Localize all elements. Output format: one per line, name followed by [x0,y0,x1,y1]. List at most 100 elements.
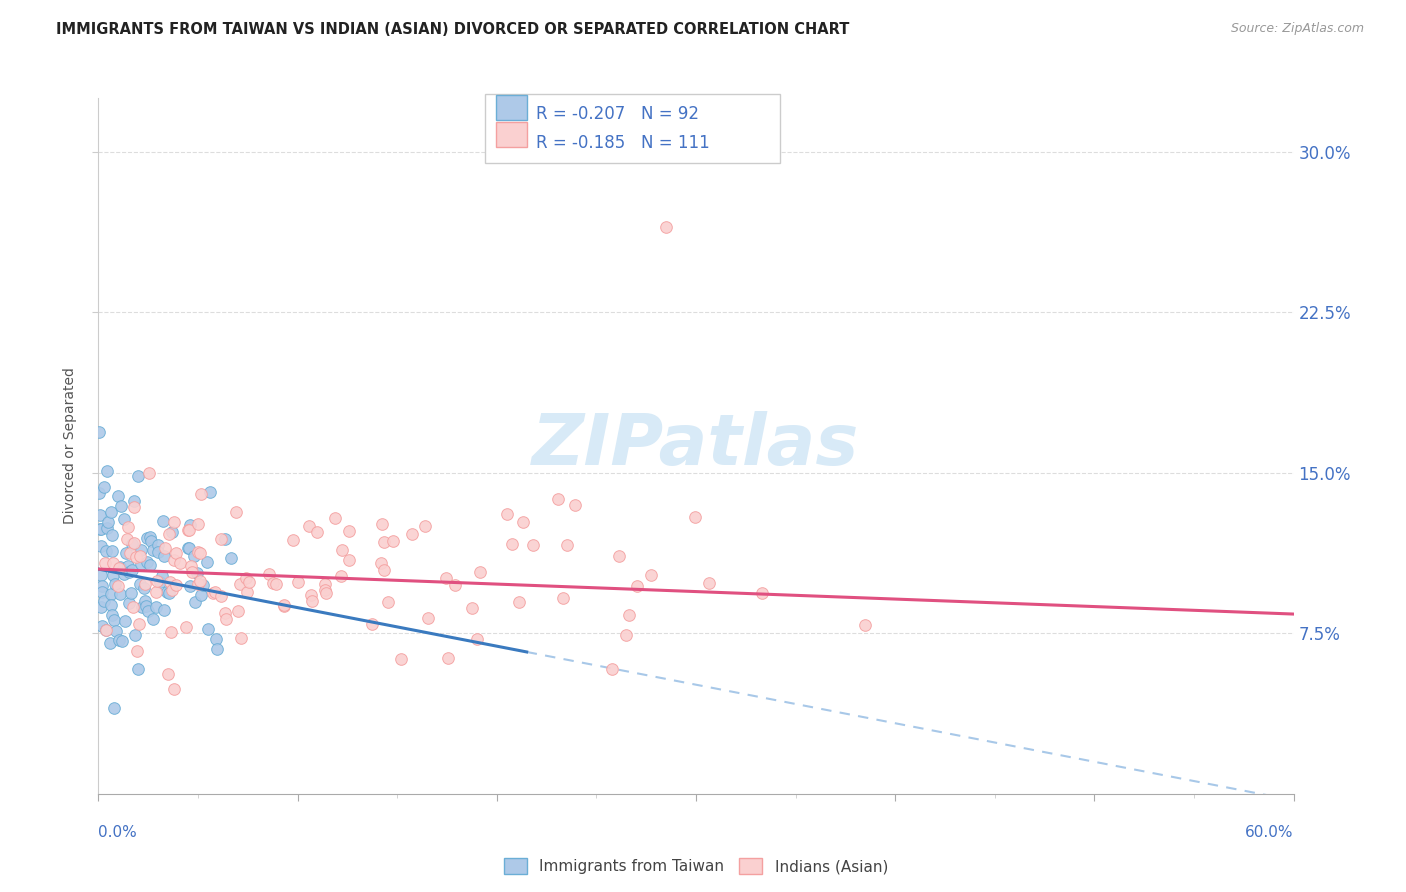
Point [465,632,488,647]
Point [90,539,112,553]
Point [93,594,115,608]
Point [105,624,128,639]
Point [180,559,202,574]
Point [225,505,247,519]
Point [401,527,423,541]
Point [141,542,163,557]
Text: ZIPatlas: ZIPatlas [533,411,859,481]
Point [104,577,127,591]
Point [389,652,412,666]
Point [187,517,209,532]
Point [165,545,187,559]
Point [145,599,167,614]
Point [89,508,111,522]
Point [329,568,352,582]
Point [323,511,346,525]
Point [508,595,530,609]
Point [370,556,392,570]
Point [197,622,219,636]
Point [177,523,200,537]
Point [177,541,200,555]
Point [512,515,534,529]
Point [149,574,172,589]
Point [112,566,135,581]
Point [751,586,773,600]
Point [134,576,156,591]
Point [188,545,211,559]
Point [108,633,131,648]
Point [555,538,578,552]
Point [118,596,141,610]
Point [382,533,405,548]
Point [305,524,328,539]
Point [90,599,112,614]
Point [205,632,228,647]
Point [273,599,295,613]
Point [266,577,288,591]
Point [377,594,399,608]
Point [89,522,111,536]
Point [157,526,180,541]
Point [855,618,877,632]
Point [91,585,114,599]
Point [98,636,121,650]
Point [191,578,214,592]
Point [153,541,176,555]
Point [108,587,131,601]
Point [301,594,323,608]
Point [205,642,228,657]
Text: R = -0.207   N = 92: R = -0.207 N = 92 [536,105,699,123]
Point [640,568,662,582]
Point [135,599,157,613]
Point [138,530,160,544]
Point [496,507,519,521]
Point [108,560,131,574]
Point [187,545,209,559]
Point [103,701,125,715]
Point [101,567,124,582]
Point [112,512,135,526]
Point [90,568,112,582]
Point [315,585,337,599]
Point [202,586,225,600]
Point [162,515,184,529]
Point [146,538,169,552]
Point [129,557,152,571]
Point [214,607,236,621]
Point [361,617,384,632]
Point [163,682,186,697]
Point [195,555,218,569]
Point [100,505,122,519]
Y-axis label: Divorced or Separated: Divorced or Separated [63,368,77,524]
Point [209,589,232,603]
Point [153,549,176,563]
Point [117,558,139,573]
Point [103,614,125,628]
Point [522,538,544,552]
Point [314,582,336,597]
Point [174,620,197,634]
Point [188,574,211,588]
Point [125,549,148,564]
Point [437,651,460,665]
Point [162,582,184,597]
Point [138,558,160,572]
Point [91,578,114,592]
Point [145,584,167,599]
Point [121,537,143,551]
Point [273,598,295,612]
Point [332,543,354,558]
Point [115,546,138,560]
Point [157,586,180,600]
Point [184,595,207,609]
Point [152,515,174,529]
Point [127,469,149,483]
Point [226,604,249,618]
Point [169,556,191,570]
Text: IMMIGRANTS FROM TAIWAN VS INDIAN (ASIAN) DIVORCED OR SEPARATED CORRELATION CHART: IMMIGRANTS FROM TAIWAN VS INDIAN (ASIAN)… [56,22,849,37]
Point [111,634,134,648]
Point [107,579,129,593]
Point [121,563,143,577]
Point [373,535,395,549]
Point [287,574,309,589]
